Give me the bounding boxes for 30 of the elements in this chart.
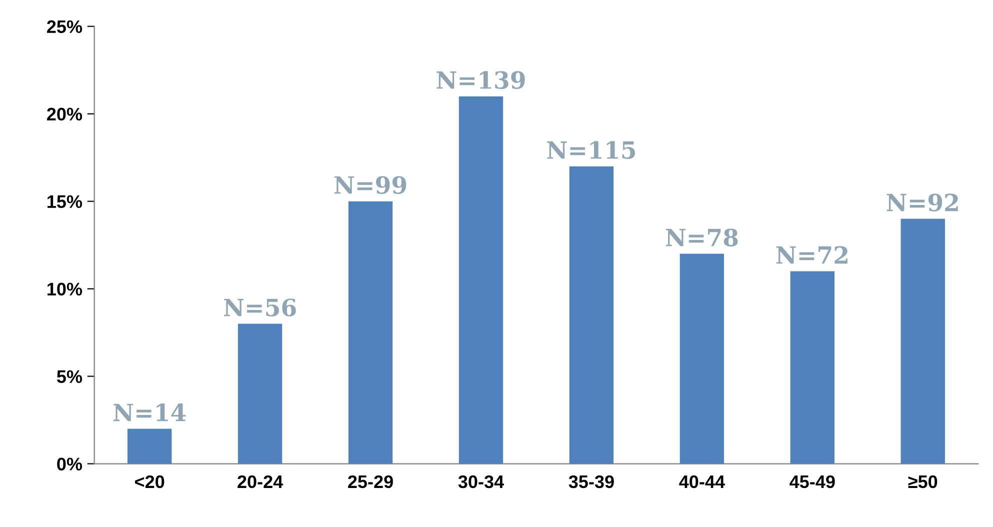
y-tick-label: 15% xyxy=(48,195,82,208)
x-tick-label: 45-49 xyxy=(790,475,835,488)
bar xyxy=(569,166,614,464)
y-tick-label: 20% xyxy=(47,108,82,121)
bar xyxy=(900,218,945,464)
annotation: N=99 xyxy=(334,176,406,194)
annotation: N=14 xyxy=(113,404,186,422)
annotation: N=115 xyxy=(547,141,635,159)
y-tick-label: 0% xyxy=(57,458,82,470)
annotation: N=139 xyxy=(436,71,525,89)
annotation: N=56 xyxy=(224,298,296,316)
bar xyxy=(127,428,172,464)
bar xyxy=(238,324,282,464)
x-tick-label: 40-44 xyxy=(679,475,725,488)
bar xyxy=(790,271,834,464)
y-tick-label: 10% xyxy=(48,282,82,296)
x-tick-label: 30-34 xyxy=(458,475,504,488)
bar xyxy=(680,254,724,464)
x-tick-label: 35-39 xyxy=(568,475,614,488)
annotation: N=72 xyxy=(776,246,848,264)
x-tick-label: 20-24 xyxy=(238,475,284,488)
bar xyxy=(458,96,504,464)
bar xyxy=(348,201,393,464)
x-tick-label: <20 xyxy=(135,475,164,488)
y-tick-label: 5% xyxy=(56,370,82,383)
annotation: N=92 xyxy=(886,194,958,212)
x-tick-label: ≥50 xyxy=(908,475,938,488)
annotation: N=78 xyxy=(666,228,738,246)
x-tick-label: 25-29 xyxy=(348,475,393,488)
y-tick-label: 25% xyxy=(47,20,82,34)
